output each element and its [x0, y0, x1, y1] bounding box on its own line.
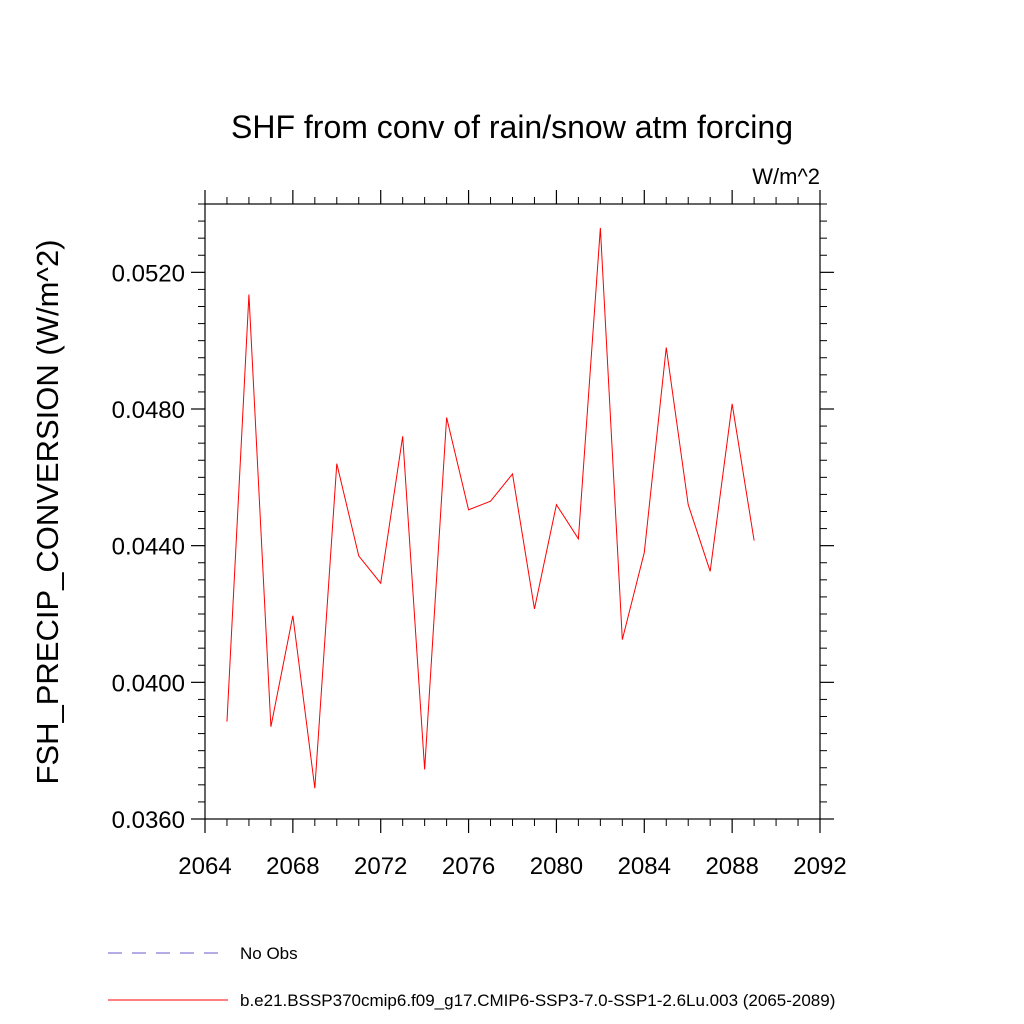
axis-ticks: 2064 2068 2072 2076 2080 2084 2088 2092 0.0360 0.…	[112, 190, 847, 880]
y-tick-label: 0.0520	[112, 260, 185, 287]
units-label: W/m^2	[752, 164, 820, 189]
y-tick-label: 0.0480	[112, 397, 185, 424]
x-tick-label: 2068	[266, 853, 319, 880]
y-tick-label: 0.0440	[112, 534, 185, 561]
x-tick-label: 2092	[793, 853, 846, 880]
series-line-0	[226, 227, 755, 789]
x-tick-label: 2072	[354, 853, 407, 880]
chart-title: SHF from conv of rain/snow atm forcing	[231, 109, 793, 145]
x-tick-label: 2088	[705, 853, 758, 880]
legend: No Obs b.e21.BSSP370cmip6.f09_g17.CMIP6-…	[108, 944, 835, 1010]
legend-label-model: b.e21.BSSP370cmip6.f09_g17.CMIP6-SSP3-7.…	[240, 991, 835, 1010]
x-tick-label: 2084	[618, 853, 671, 880]
x-tick-label: 2080	[530, 853, 583, 880]
x-tick-label: 2076	[442, 853, 495, 880]
legend-label-no-obs: No Obs	[240, 944, 298, 963]
y-axis-label: FSH_PRECIP_CONVERSION (W/m^2)	[30, 239, 65, 784]
y-tick-label: 0.0400	[112, 670, 185, 697]
y-tick-label: 0.0360	[112, 807, 185, 834]
plot-frame	[204, 203, 821, 820]
x-tick-label: 2064	[178, 853, 231, 880]
series-layer	[226, 227, 755, 789]
